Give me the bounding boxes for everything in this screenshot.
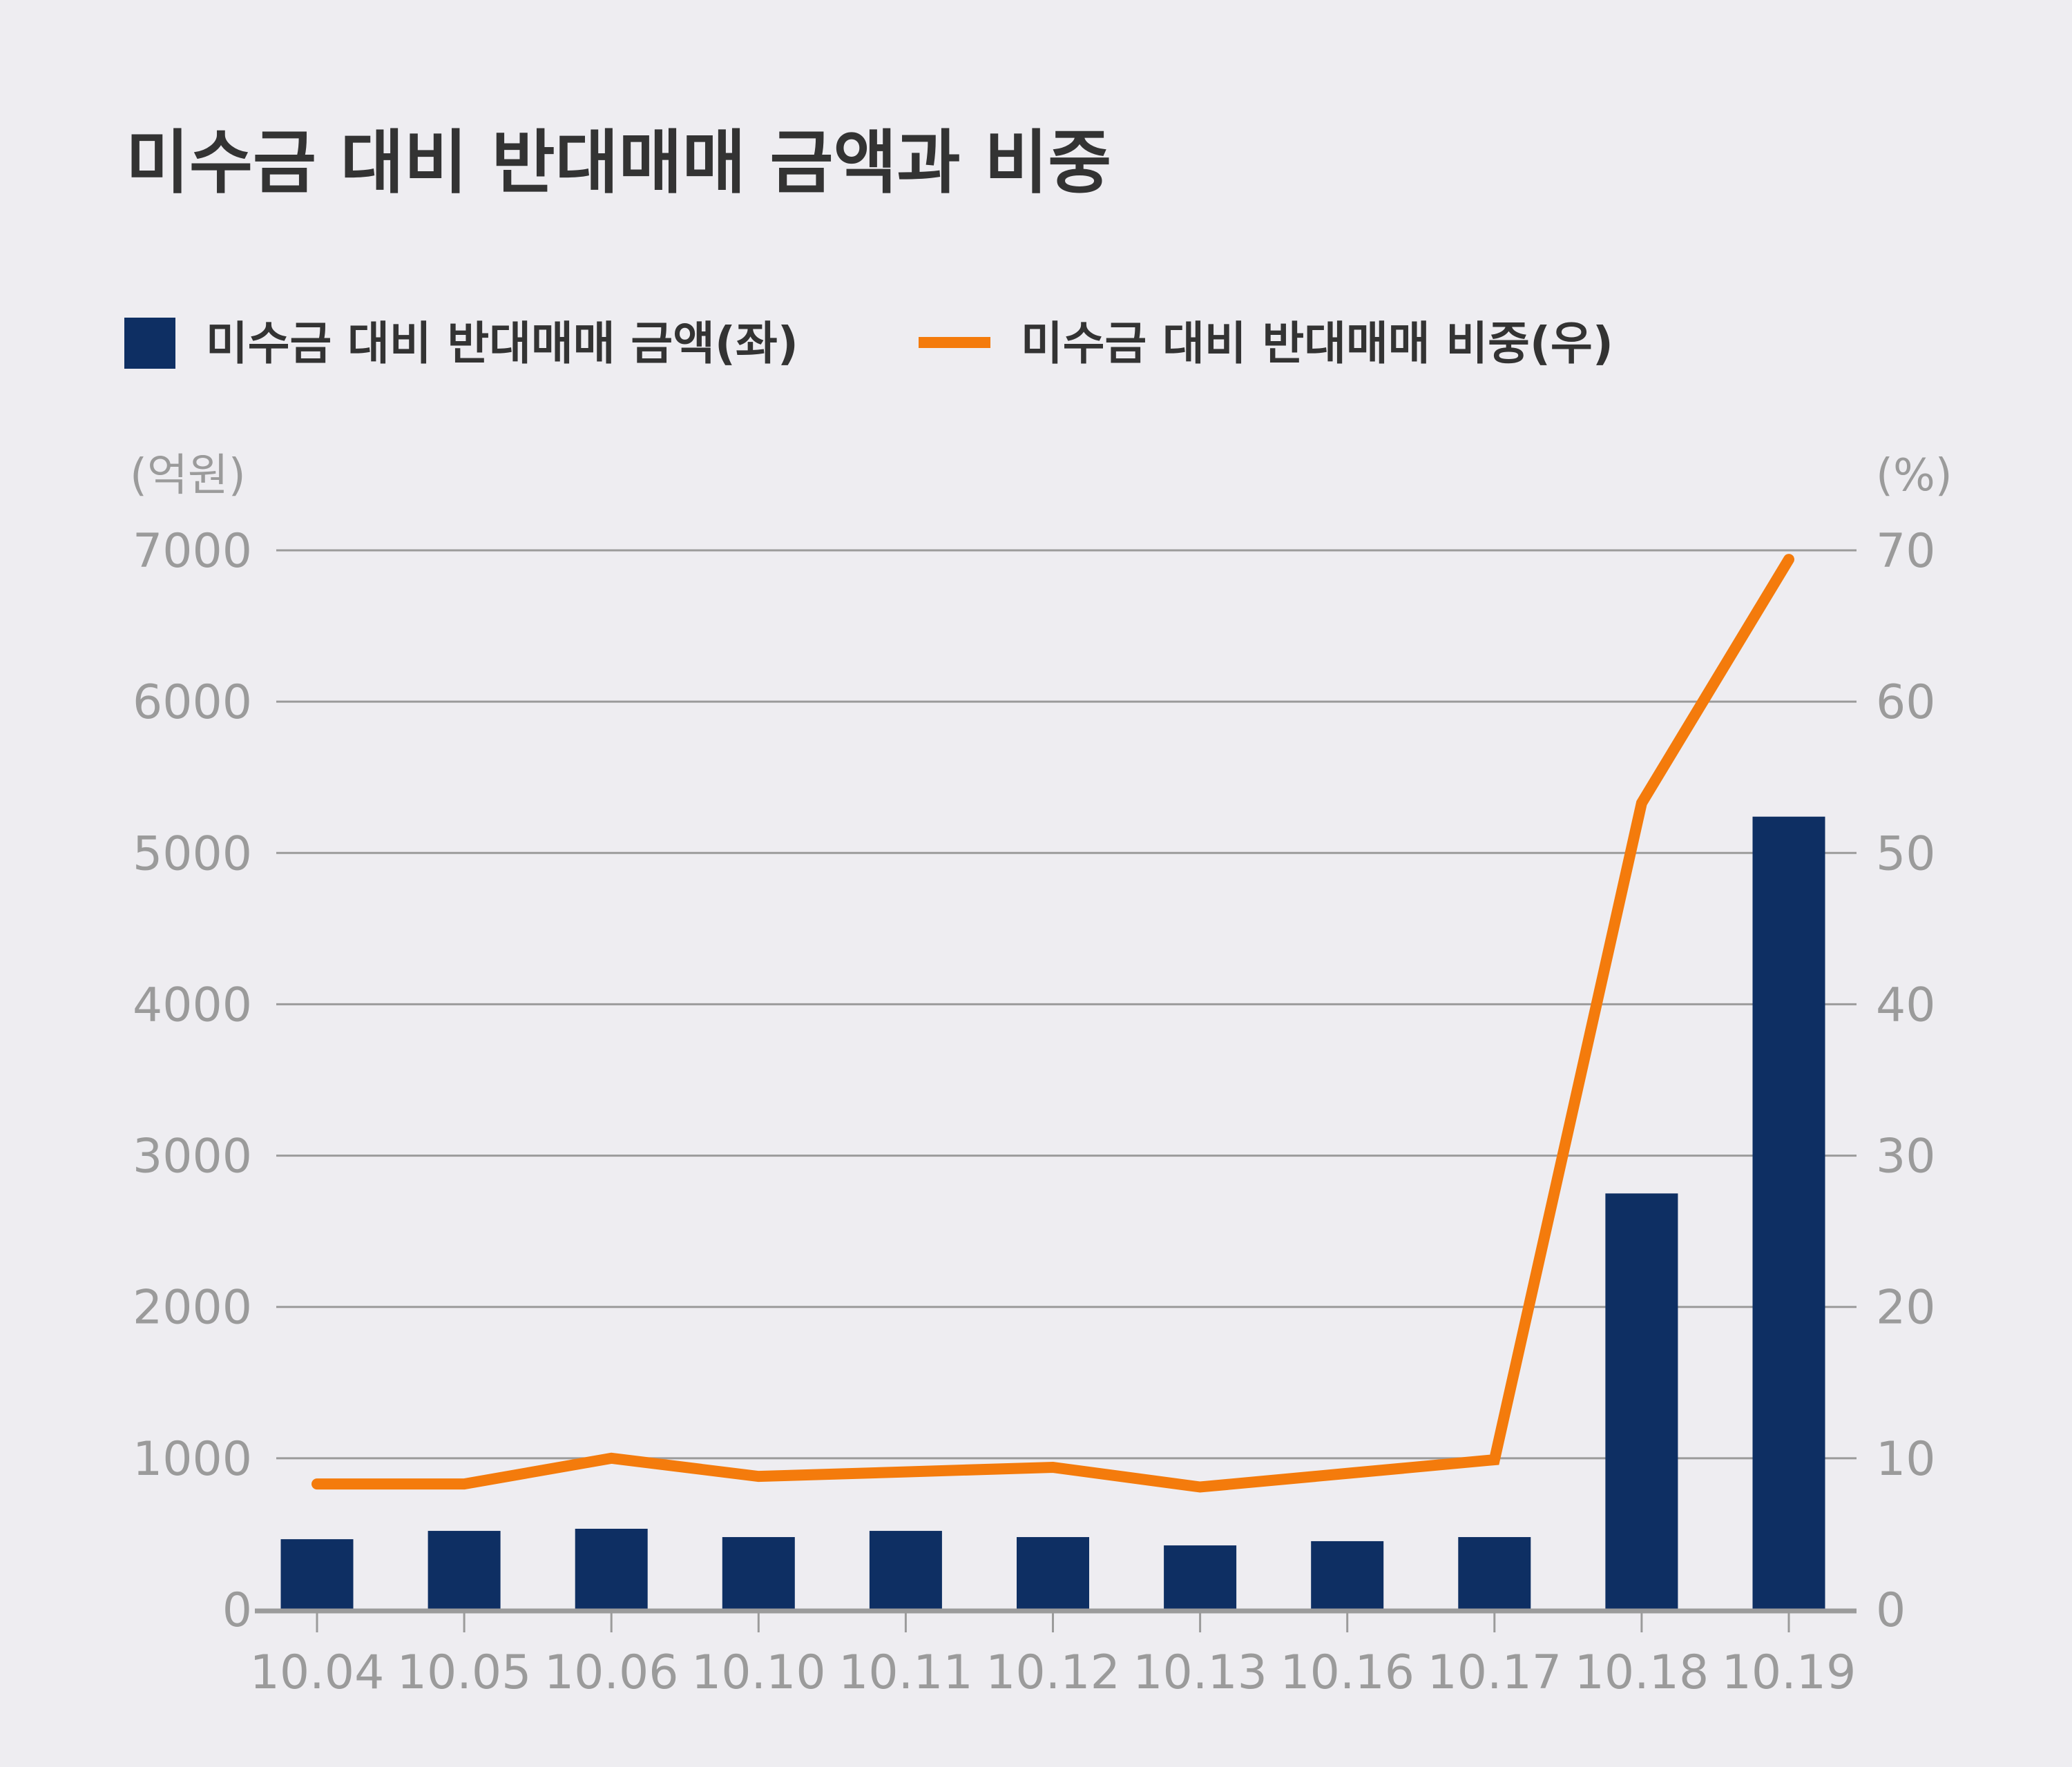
left-axis-unit: (억원) [130,450,246,501]
bar-10.12 [1017,1537,1089,1610]
right-tick-label: 40 [1876,978,1936,1032]
left-tick-label: 3000 [133,1130,252,1184]
left-tick-label: 0 [222,1583,252,1638]
bar-10.06 [575,1528,648,1610]
right-tick-label: 70 [1876,524,1936,579]
x-tick-label: 10.06 [544,1645,679,1700]
bar-10.11 [869,1531,942,1610]
x-tick-label: 10.13 [1133,1645,1267,1700]
left-tick-label: 4000 [133,978,252,1032]
right-tick-label: 30 [1876,1130,1936,1184]
right-axis-unit: (%) [1876,450,1953,501]
legend-bar-swatch [124,318,175,369]
x-tick-label: 10.04 [250,1645,385,1700]
bar-10.18 [1605,1193,1678,1610]
x-tick-label: 10.16 [1280,1645,1414,1700]
x-tick-label: 10.17 [1427,1645,1562,1700]
bar-10.13 [1164,1545,1237,1610]
left-tick-label: 2000 [133,1281,252,1335]
bar-10.16 [1311,1541,1384,1610]
bar-10.10 [722,1537,795,1610]
bar-10.05 [428,1531,501,1610]
right-tick-label: 0 [1876,1583,1906,1638]
left-tick-label: 7000 [133,524,252,579]
x-tick-label: 10.11 [838,1645,973,1700]
chart-title: 미수금 대비 반대매매 금액과 비중 [126,122,1111,203]
left-tick-label: 1000 [133,1432,252,1487]
legend: 미수금 대비 반대매매 금액(좌) 미수금 대비 반대매매 비중(우) [124,317,1613,370]
bar-10.04 [280,1539,354,1610]
right-tick-label: 10 [1876,1432,1936,1487]
legend-bar-label: 미수금 대비 반대매매 금액(좌) [206,317,798,370]
x-tick-label: 10.19 [1722,1645,1857,1700]
ratio-line [311,554,1794,1493]
left-tick-label: 5000 [133,827,252,881]
right-tick-label: 60 [1876,675,1936,730]
legend-line-swatch [919,337,990,348]
right-tick-label: 50 [1876,827,1936,881]
x-tick-label: 10.05 [397,1645,532,1700]
x-tick-label: 10.18 [1575,1645,1709,1700]
x-tick-label: 10.12 [986,1645,1120,1700]
bar-10.17 [1458,1537,1531,1610]
legend-line-label: 미수금 대비 반대매매 비중(우) [1021,317,1613,370]
x-tick-label: 10.10 [691,1645,826,1700]
right-tick-label: 20 [1876,1281,1936,1335]
left-tick-label: 6000 [133,675,252,730]
bar-10.19 [1752,816,1825,1610]
